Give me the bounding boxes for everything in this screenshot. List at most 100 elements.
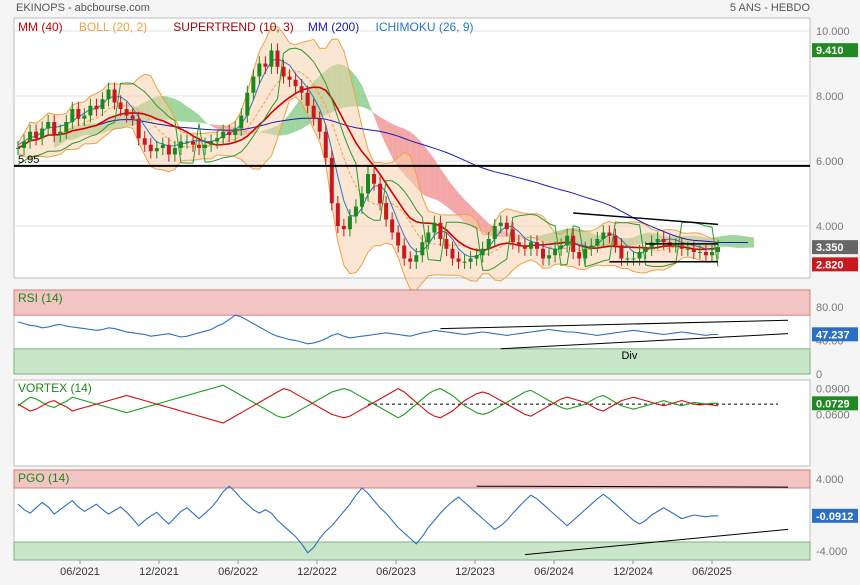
candle-body xyxy=(58,131,63,135)
candle-body xyxy=(124,109,129,116)
series-line-vi- xyxy=(17,387,719,424)
ichimoku-cloud-segment xyxy=(283,113,290,136)
series-line-rsi-14- xyxy=(17,314,718,345)
candle-body xyxy=(697,252,702,253)
ichimoku-cloud-segment xyxy=(186,106,193,122)
rsi-divergence-bottom xyxy=(500,333,789,350)
panel-title-1: RSI (14) xyxy=(18,291,63,305)
price-y-tick: 8.000 xyxy=(816,91,844,103)
candle-body xyxy=(420,242,425,256)
x-axis-label: 06/2021 xyxy=(60,566,100,578)
candle-body xyxy=(613,235,618,246)
badge-1: 47.237 xyxy=(816,329,850,341)
candle-body xyxy=(384,203,389,220)
ichimoku-cloud-segment xyxy=(440,168,447,207)
series-line-vi- xyxy=(17,384,719,419)
ichimoku-cloud-segment xyxy=(452,185,459,217)
series-line-pgo-14- xyxy=(17,485,719,554)
candle-body xyxy=(577,252,582,259)
candle-body xyxy=(486,239,491,249)
candle-body xyxy=(607,232,612,236)
candle-body xyxy=(402,245,407,259)
candle-body xyxy=(528,242,533,249)
x-axis-label: 06/2022 xyxy=(218,566,258,578)
candle-body xyxy=(432,222,437,233)
x-axis-label: 12/2021 xyxy=(139,566,179,578)
overbought-zone xyxy=(13,289,811,316)
y-tick-1: 0 xyxy=(816,369,822,381)
candle-body xyxy=(335,203,340,226)
candle-body xyxy=(359,193,364,207)
candle-body xyxy=(655,239,660,243)
candle-body xyxy=(191,141,195,145)
candle-body xyxy=(396,232,401,246)
candle-body xyxy=(685,248,690,250)
price-legend-1: BOLL (20, 2) xyxy=(79,20,147,34)
overbought-zone xyxy=(13,469,811,489)
candle-body xyxy=(40,128,45,139)
candle-body xyxy=(438,222,443,239)
price-y-tick: 6.000 xyxy=(816,156,844,168)
candle-body xyxy=(619,245,624,259)
candle-body xyxy=(64,122,69,132)
candle-body xyxy=(160,144,165,148)
candle-body xyxy=(673,245,678,247)
candle-body xyxy=(148,144,153,152)
candle-body xyxy=(227,131,232,135)
ichimoku-cloud-segment xyxy=(355,76,362,107)
price-y-tick: 4.000 xyxy=(816,221,844,233)
candle-body xyxy=(522,245,527,249)
panel-frame-2 xyxy=(13,379,811,467)
pgo-trend-top xyxy=(476,485,789,488)
candle-body xyxy=(583,248,588,259)
candle-body xyxy=(70,109,75,122)
candle-body xyxy=(215,138,220,142)
candle-body xyxy=(209,141,214,145)
ichimoku-cloud-segment xyxy=(380,116,387,146)
ichimoku-cloud-segment xyxy=(422,143,429,198)
ichimoku-cloud-segment xyxy=(748,236,754,248)
candle-body xyxy=(46,122,51,129)
candle-body xyxy=(366,174,370,194)
candle-body xyxy=(547,255,552,259)
candle-body xyxy=(323,131,328,158)
period-label: 5 ANS - HEBDO xyxy=(729,2,810,14)
price-legend-2: SUPERTREND (10, 3) xyxy=(173,20,293,34)
candle-body xyxy=(16,148,20,149)
ichimoku-cloud-segment xyxy=(205,121,212,126)
mm40-line xyxy=(17,86,719,252)
badge-2-bg xyxy=(812,396,858,411)
x-axis-label: 06/2025 xyxy=(692,566,732,578)
candle-body xyxy=(269,50,274,67)
bollinger-upper-line xyxy=(17,25,719,240)
candle-body xyxy=(480,248,485,256)
ichimoku-cloud-segment xyxy=(386,120,393,158)
ichimoku-cloud-segment xyxy=(730,235,736,248)
x-axis-labels xyxy=(79,560,713,564)
ichimoku-cloud-segment xyxy=(199,114,206,124)
ichimoku-cloud-segment xyxy=(724,235,730,247)
candle-body xyxy=(450,248,455,259)
price-legend-3: MM (200) xyxy=(308,20,359,34)
candle-body xyxy=(716,247,720,252)
candle-body xyxy=(510,229,515,243)
candle-body xyxy=(595,239,600,246)
candle-body xyxy=(100,99,105,109)
x-axis-label: 06/2023 xyxy=(376,566,416,578)
y-tick-3: 4.000 xyxy=(816,474,844,486)
candle-body xyxy=(426,232,431,243)
ichimoku-cloud-segment xyxy=(718,235,724,247)
candle-body xyxy=(203,144,208,148)
trend-line-top xyxy=(573,212,719,226)
candle-body xyxy=(172,148,177,155)
rsi-div-annotation: Div xyxy=(621,350,637,362)
candle-body xyxy=(28,131,33,142)
price-badge-1: 3.350 xyxy=(816,242,844,254)
ichimoku-cloud-segment xyxy=(193,110,200,123)
candle-body xyxy=(408,258,413,262)
ichimoku-cloud-segment xyxy=(374,112,381,132)
candle-body xyxy=(142,138,147,145)
badge-1-bg xyxy=(812,327,858,342)
supertrend-line xyxy=(17,47,719,271)
